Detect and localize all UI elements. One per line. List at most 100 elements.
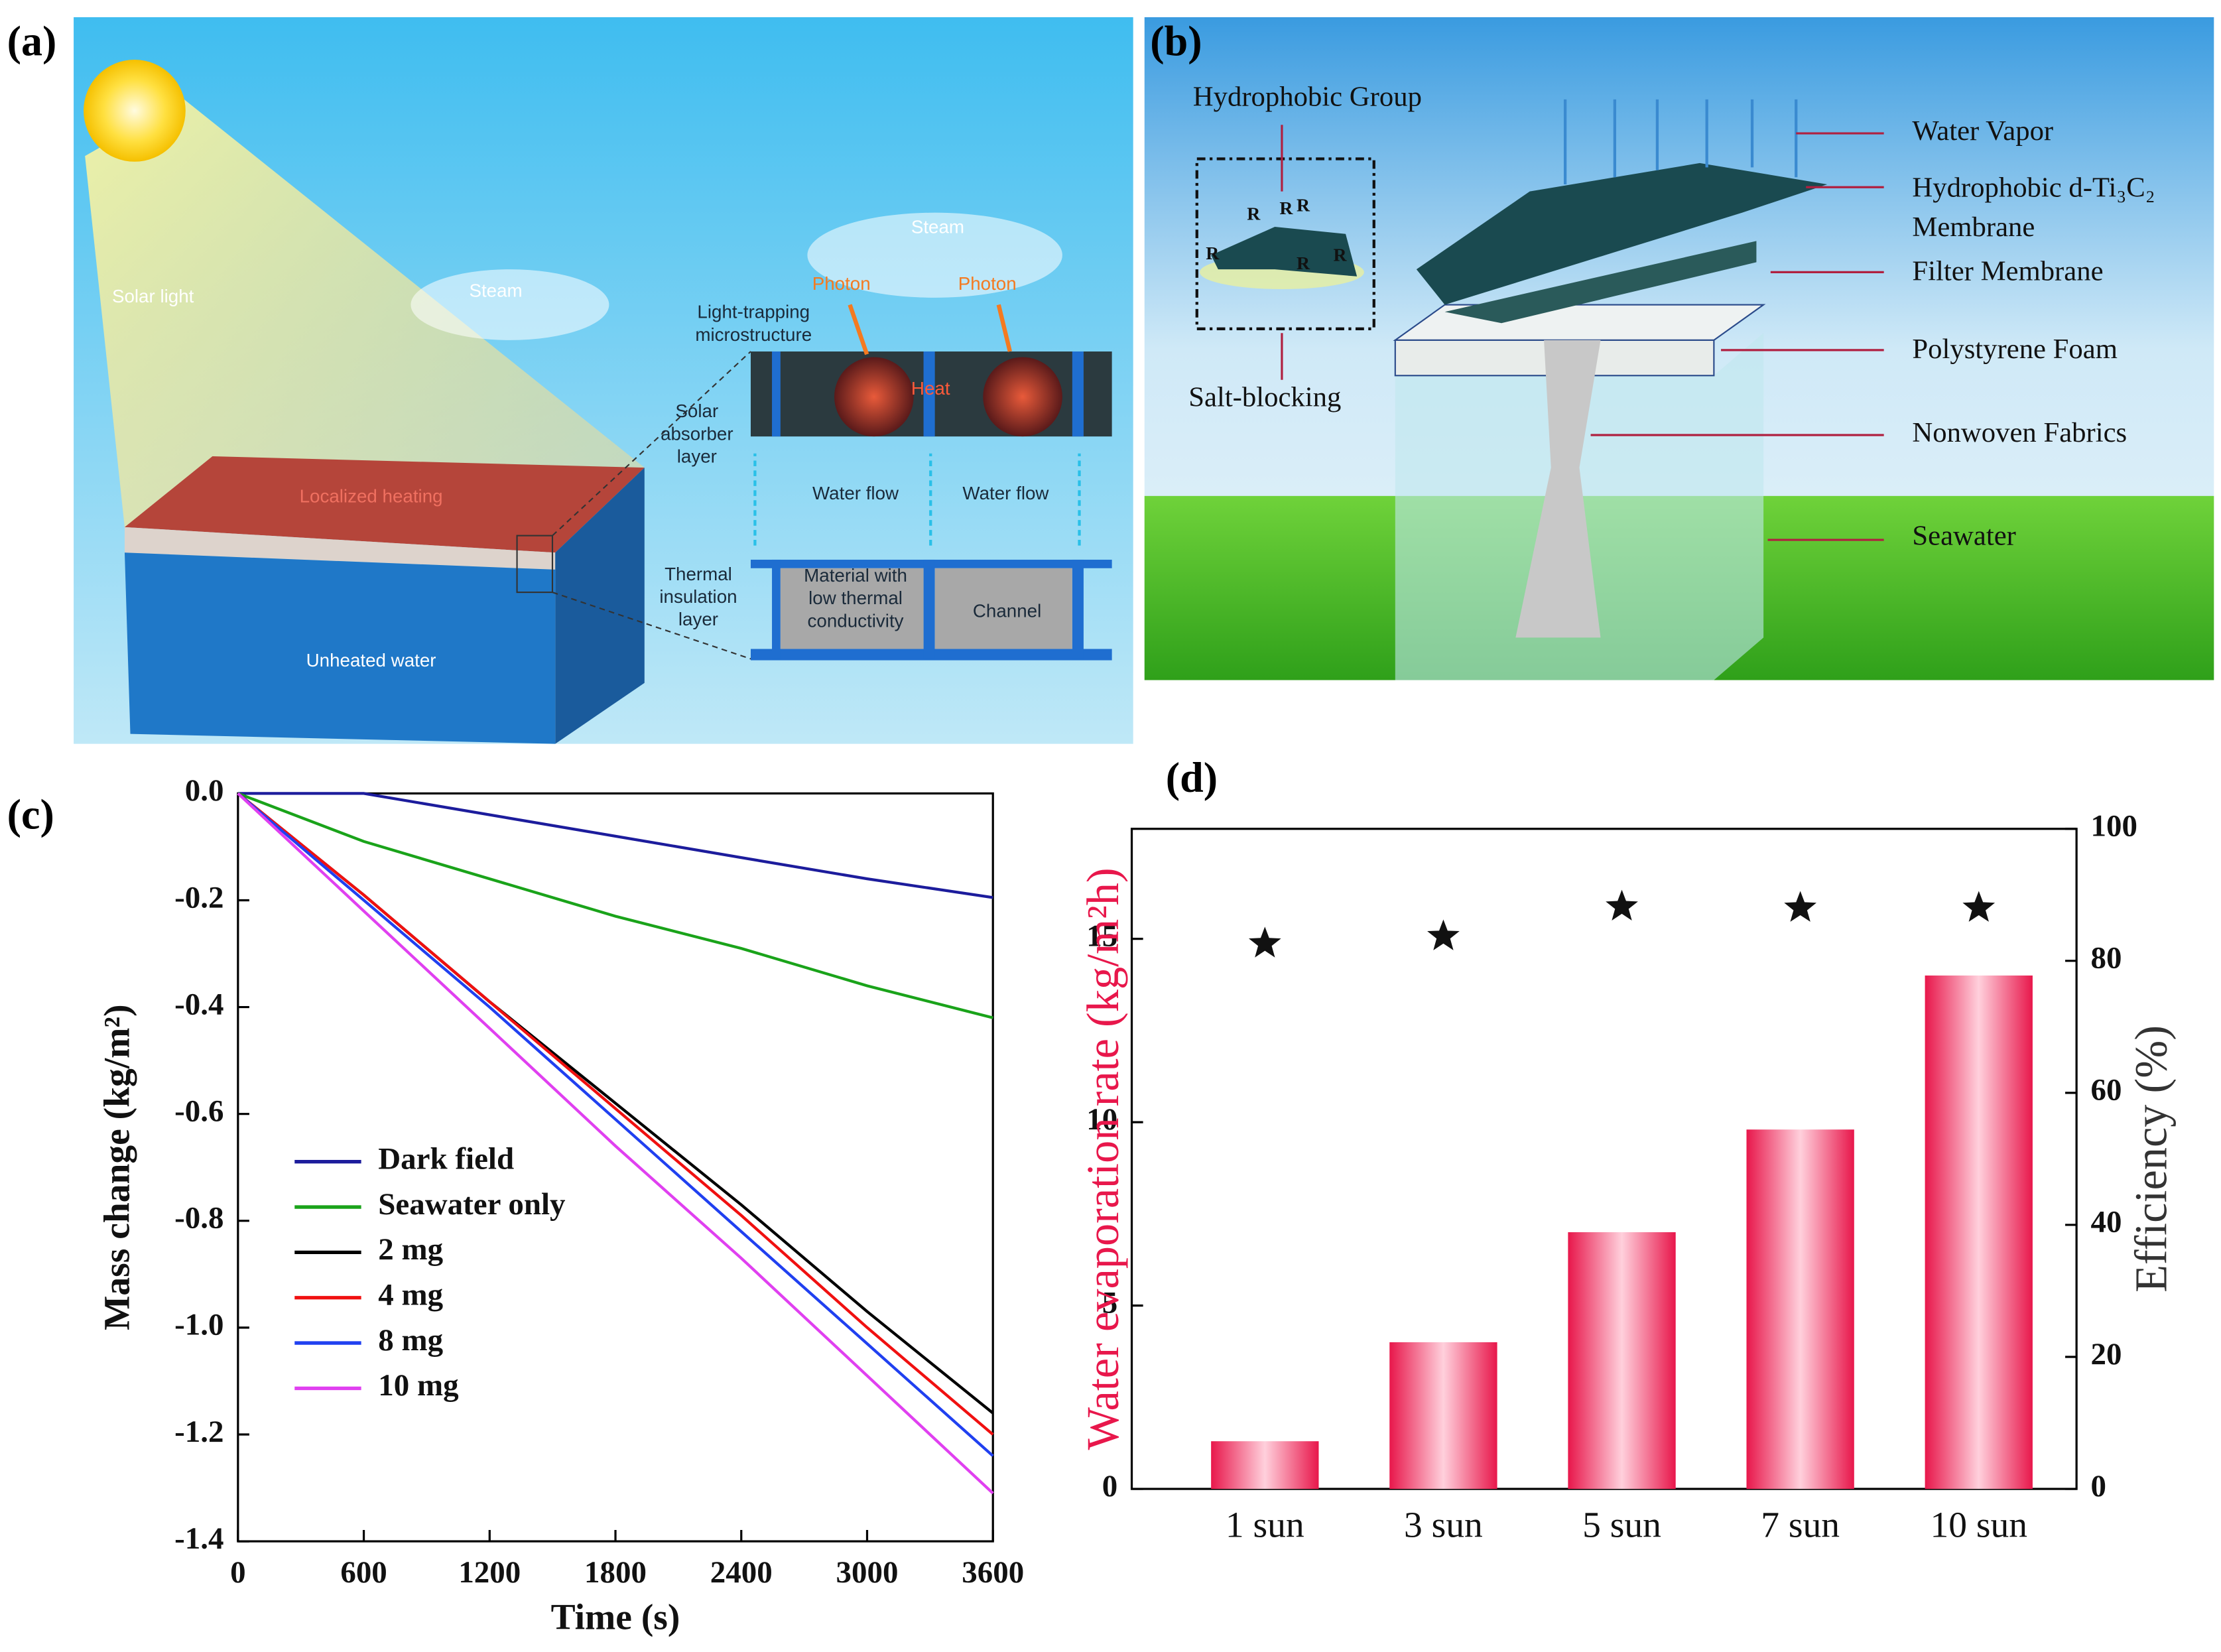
panel-label: (d) [1166, 754, 1218, 801]
bar [1568, 1232, 1676, 1490]
x-tick-label: 3 sun [1404, 1505, 1483, 1546]
channels [750, 351, 1112, 661]
callouts [1281, 125, 1884, 541]
bar [1389, 1342, 1497, 1490]
label: Hydrophobic Group [1193, 82, 1422, 113]
star-marker [1962, 891, 1996, 922]
label: Heat [911, 378, 950, 399]
star-marker [1427, 919, 1460, 950]
tick-label: 0 [230, 1555, 245, 1590]
label: low thermal [808, 588, 903, 608]
label: microstructure [695, 324, 812, 345]
label: Water Vapor [1912, 115, 2053, 147]
legend-label: Dark field [378, 1141, 514, 1176]
label: Steam [469, 281, 522, 301]
line [237, 792, 993, 899]
label: Localized heating [300, 485, 443, 506]
label: Solar light [112, 286, 194, 306]
label: conductivity [808, 610, 904, 631]
label: insulation [659, 586, 737, 607]
water-front [124, 552, 556, 744]
zoom-lines [552, 351, 751, 660]
label: absorber [661, 423, 733, 444]
label: R [1297, 196, 1310, 216]
line [237, 792, 994, 1495]
line [237, 792, 994, 1457]
tick-label: 80 [2091, 941, 2122, 976]
label: Membrane [1912, 212, 2035, 243]
panel-label: (a) [7, 17, 57, 64]
label: Filter Membrane [1912, 255, 2103, 286]
legend-label: 8 mg [378, 1323, 443, 1358]
tick-label: 2400 [710, 1555, 773, 1590]
steam-cloud [807, 212, 1062, 298]
star-marker [1248, 926, 1281, 958]
x-tick-label: 5 sun [1582, 1505, 1661, 1546]
cavity [834, 357, 914, 437]
zoom-box [516, 535, 554, 594]
x-tick-label: 1 sun [1226, 1505, 1304, 1546]
label: Photon [958, 273, 1017, 294]
label: R [1247, 204, 1261, 224]
flow-arrows [753, 453, 1081, 546]
star-marker [1784, 891, 1817, 922]
light-beam [85, 99, 645, 527]
x-axis-label: Time (s) [551, 1597, 680, 1637]
steam-cloud [411, 269, 609, 340]
tick-label: 600 [340, 1555, 387, 1590]
label: R [1206, 243, 1220, 264]
membrane-piece [1211, 227, 1358, 277]
label: Steam [911, 217, 964, 237]
label: Photon [812, 273, 871, 294]
label: Hydrophobic d-Ti₃C₂ [1912, 172, 2155, 203]
legend-label: 10 mg [378, 1368, 459, 1403]
tick-label: -0.6 [174, 1094, 223, 1128]
bar [1925, 975, 2033, 1490]
nonwoven-wick [1515, 340, 1601, 638]
membrane [1416, 162, 1828, 305]
line [237, 792, 994, 1436]
y-axis-label: Water evaporation rate (kg/m²h) [1078, 867, 1128, 1450]
tick-label: -0.8 [174, 1201, 223, 1236]
tick-label: -0.4 [174, 987, 223, 1021]
x-tick-label: 7 sun [1761, 1505, 1840, 1546]
water-side [555, 468, 645, 744]
bar [1746, 1129, 1854, 1490]
insulation [780, 568, 924, 649]
label: Polystyrene Foam [1912, 334, 2118, 365]
tick-label: 1200 [458, 1555, 521, 1590]
label: Light-trapping [697, 302, 810, 322]
inset-box [1195, 157, 1375, 330]
absorber-top [124, 456, 645, 553]
bar [1211, 1441, 1319, 1490]
panel-label: (c) [7, 791, 54, 838]
label: Unheated water [306, 650, 436, 670]
label: Thermal [665, 564, 732, 584]
tick-label: 15 [1086, 919, 1117, 953]
tick-label: 0.0 [185, 773, 224, 808]
label: R [1297, 253, 1310, 274]
x-tick-label: 10 sun [1931, 1505, 2028, 1546]
star-marker [1606, 889, 1638, 921]
tick-label: 60 [2091, 1073, 2122, 1108]
label: Water flow [962, 483, 1049, 503]
legend-label: 4 mg [378, 1278, 443, 1312]
tick-label: 0 [1102, 1469, 1117, 1503]
tick-label: 0 [2091, 1469, 2106, 1503]
insulation [934, 568, 1072, 649]
diagram-a: Solar light Steam Steam Photon Photon Li… [74, 17, 1133, 744]
tick-label: 20 [2091, 1337, 2122, 1371]
tick-label: 100 [2091, 809, 2137, 844]
insulation-layer [124, 527, 556, 570]
vapor-arrows [1563, 99, 1798, 184]
tick-label: -0.2 [174, 880, 223, 915]
membrane-fold [1444, 241, 1757, 324]
tick-label: 1800 [584, 1555, 647, 1590]
tick-label: 3600 [962, 1555, 1024, 1590]
panel-label: (b) [1150, 17, 1202, 64]
label: Salt-blocking [1188, 381, 1341, 413]
tick-label: 10 [1086, 1102, 1117, 1137]
legend-label: Seawater only [378, 1187, 566, 1222]
label: Water flow [812, 483, 899, 503]
